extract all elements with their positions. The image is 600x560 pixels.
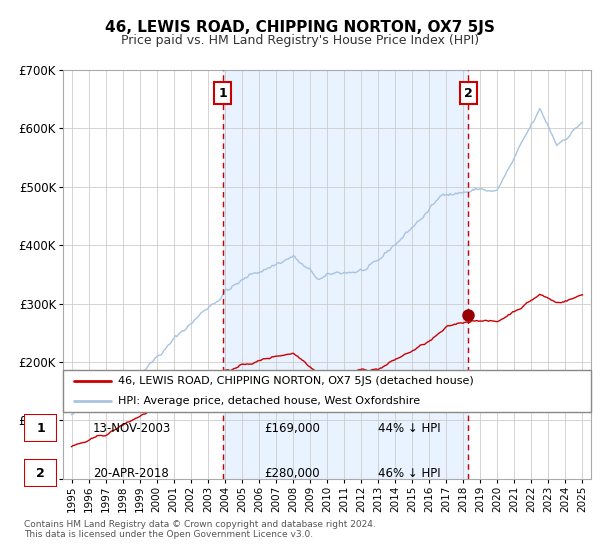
Text: 44% ↓ HPI: 44% ↓ HPI [378, 422, 440, 435]
Text: 46% ↓ HPI: 46% ↓ HPI [378, 466, 440, 480]
Text: HPI: Average price, detached house, West Oxfordshire: HPI: Average price, detached house, West… [118, 396, 421, 406]
Text: 2: 2 [464, 87, 473, 100]
Text: 1: 1 [36, 422, 45, 435]
FancyBboxPatch shape [24, 459, 57, 487]
Text: 13-NOV-2003: 13-NOV-2003 [93, 422, 171, 435]
Text: 20-APR-2018: 20-APR-2018 [93, 466, 169, 480]
Text: 2: 2 [36, 466, 45, 480]
FancyBboxPatch shape [63, 370, 591, 412]
Text: 1: 1 [218, 87, 227, 100]
FancyBboxPatch shape [24, 414, 57, 442]
Text: Contains HM Land Registry data © Crown copyright and database right 2024.
This d: Contains HM Land Registry data © Crown c… [24, 520, 376, 539]
Text: £280,000: £280,000 [264, 466, 320, 480]
Text: £169,000: £169,000 [264, 422, 320, 435]
Text: Price paid vs. HM Land Registry's House Price Index (HPI): Price paid vs. HM Land Registry's House … [121, 34, 479, 46]
Text: 46, LEWIS ROAD, CHIPPING NORTON, OX7 5JS: 46, LEWIS ROAD, CHIPPING NORTON, OX7 5JS [105, 20, 495, 35]
Text: 46, LEWIS ROAD, CHIPPING NORTON, OX7 5JS (detached house): 46, LEWIS ROAD, CHIPPING NORTON, OX7 5JS… [118, 376, 474, 386]
Bar [223, 70, 469, 479]
